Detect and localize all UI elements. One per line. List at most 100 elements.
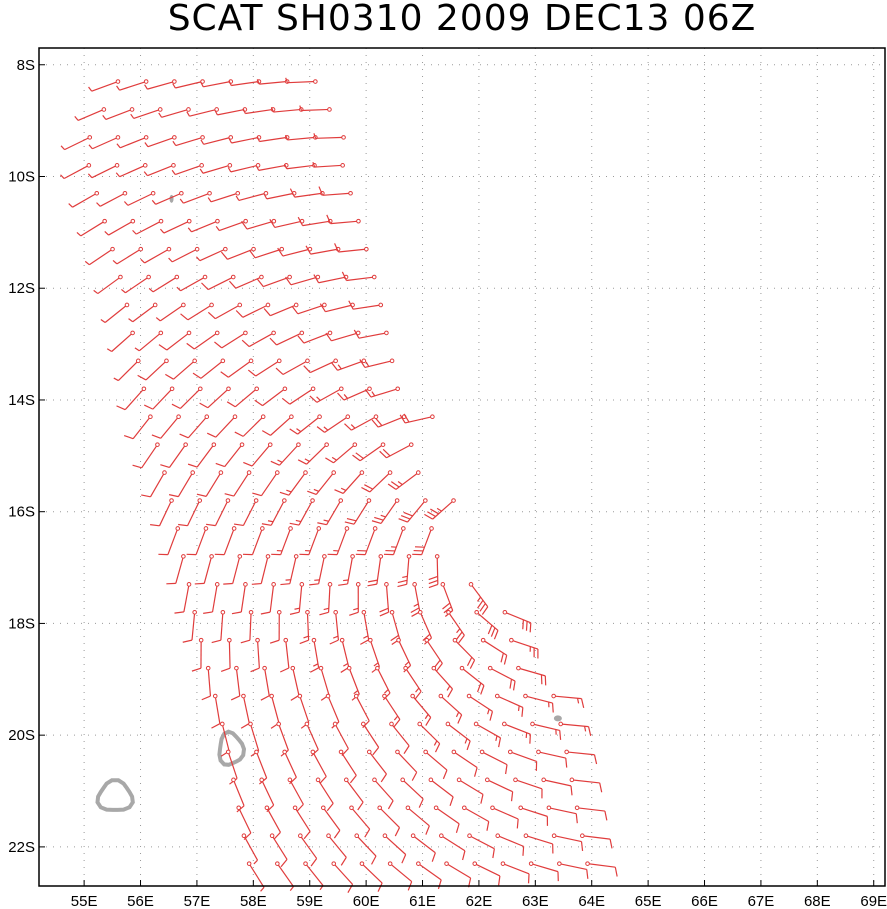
wind-barb <box>160 442 188 469</box>
wind-barb <box>186 107 219 117</box>
wind-barb <box>113 358 141 382</box>
wind-barb <box>60 135 93 151</box>
wind-barb <box>473 721 502 748</box>
x-tick-label: 60E <box>353 893 380 909</box>
wind-barb <box>445 721 471 751</box>
wind-barb <box>112 246 144 265</box>
wind-barb <box>461 805 490 831</box>
wind-barb <box>241 218 277 230</box>
wind-barb <box>303 861 324 891</box>
wind-barb <box>224 470 252 497</box>
wind-barb <box>361 470 393 493</box>
wind-barb <box>285 274 321 286</box>
wind-barb <box>151 414 181 439</box>
wind-barb <box>243 442 273 467</box>
wind-barb <box>128 302 158 323</box>
x-tick-label: 56E <box>127 893 154 909</box>
wind-barb <box>231 582 248 615</box>
wind-barb <box>353 693 370 729</box>
wind-barb <box>165 358 197 380</box>
wind-barb <box>121 274 151 294</box>
wind-barb <box>143 386 175 410</box>
wind-barb <box>76 218 107 237</box>
wind-barb <box>102 107 135 121</box>
wind-barb <box>466 693 494 721</box>
wind-barb <box>228 135 262 144</box>
x-tick-label: 58E <box>240 893 267 909</box>
wind-barb <box>223 554 243 585</box>
wind-barb <box>298 833 318 867</box>
wind-barb <box>235 302 271 318</box>
wind-barb <box>115 163 148 178</box>
wind-barb <box>263 190 297 200</box>
wind-barb <box>247 358 282 377</box>
wind-barb <box>431 665 454 698</box>
wind-barb <box>500 861 530 884</box>
x-tick-label: 61E <box>409 893 436 909</box>
wind-barb <box>337 386 372 401</box>
wind-barb <box>348 300 384 310</box>
x-axis-ticks: 55E 56E 57E 58E 59E 60E 61E 62E 63E 64E 65E 66E 67E 6… <box>71 880 887 909</box>
wind-barb <box>148 274 180 293</box>
wind-barb <box>150 498 174 527</box>
wind-barb <box>343 777 364 811</box>
x-tick-label: 55E <box>71 893 98 909</box>
wind-barb <box>172 79 205 89</box>
wind-barb <box>546 805 578 824</box>
wind-barb <box>261 414 294 436</box>
wind-barb <box>513 777 543 799</box>
wind-barb <box>186 526 209 556</box>
wind-barb <box>194 554 214 585</box>
wind-barb <box>428 777 454 807</box>
wind-barb <box>416 861 442 890</box>
wind-barb <box>143 163 176 177</box>
wind-barb <box>467 833 495 859</box>
wind-barb <box>310 749 327 784</box>
wind-barb <box>424 637 443 672</box>
wind-barb <box>371 498 400 525</box>
wind-barb <box>280 554 299 586</box>
wind-barb <box>292 805 311 840</box>
wind-barb <box>354 833 377 865</box>
wind-barb <box>207 190 241 203</box>
land-islet <box>169 194 174 203</box>
wind-barb <box>297 693 310 729</box>
wind-barb <box>192 358 226 379</box>
wind-barb <box>484 777 514 802</box>
wind-barbs <box>60 77 618 893</box>
wind-barb <box>179 190 212 204</box>
wind-barb <box>494 693 524 717</box>
wind-barb <box>201 274 236 291</box>
wind-barb <box>140 246 172 264</box>
wind-barb <box>168 470 195 498</box>
wind-barb <box>220 246 256 260</box>
wind-barb <box>168 246 200 263</box>
wind-barb <box>518 805 549 826</box>
wind-barb <box>68 190 100 208</box>
y-tick-label: 20S <box>8 727 35 744</box>
wind-barb <box>344 498 372 525</box>
wind-barb <box>523 693 554 713</box>
wind-barb <box>417 609 433 645</box>
wind-barb <box>412 526 434 556</box>
wind-barb <box>275 861 294 892</box>
y-axis-ticks: 8S 10S 12S 14S 16S 18S 20S 22S <box>8 57 45 856</box>
wind-barb <box>186 330 220 350</box>
wind-barb <box>158 107 191 118</box>
wind-barb <box>250 637 260 673</box>
wind-barb <box>438 693 463 724</box>
wind-barb <box>214 330 248 349</box>
wind-barb <box>200 79 234 88</box>
wind-barb <box>172 135 205 147</box>
wind-barb <box>327 526 350 556</box>
wind-barb <box>206 414 238 438</box>
wind-barb <box>227 163 261 173</box>
wind-barb <box>260 665 270 701</box>
wind-barb <box>200 135 234 145</box>
wind-barb <box>166 554 186 585</box>
wind-barb <box>255 163 289 171</box>
wind-barb <box>389 721 410 755</box>
wind-barb <box>410 833 436 862</box>
x-tick-label: 63E <box>522 893 549 909</box>
